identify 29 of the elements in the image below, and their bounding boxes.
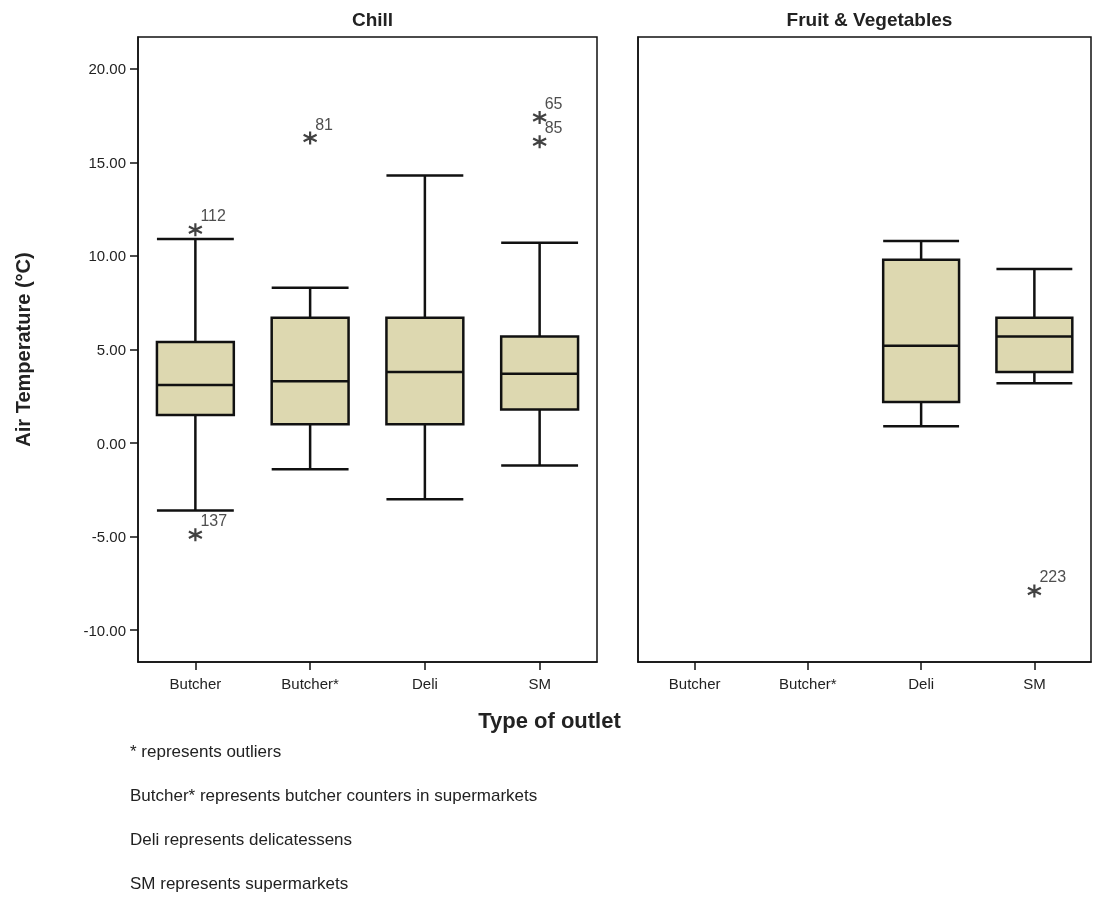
annotation: 85 bbox=[544, 119, 563, 137]
y-tick-label: 15.00 bbox=[88, 153, 126, 171]
y-tick-label: -5.00 bbox=[91, 528, 126, 546]
y-tick-label: -10.00 bbox=[83, 621, 126, 639]
text: Butcher* represents butcher counters in supermarkets bbox=[130, 786, 538, 807]
chart-title: Chill bbox=[351, 9, 394, 30]
y-tick-label: 5.00 bbox=[96, 341, 126, 358]
y-tick-label: 0.00 bbox=[96, 434, 126, 452]
annotation: 137 bbox=[200, 512, 228, 530]
x-tick-label: Deli bbox=[908, 675, 935, 692]
x-tick-label: Butcher bbox=[668, 675, 721, 692]
x-tick-label: Deli bbox=[411, 675, 438, 692]
x-tick-label: Butcher bbox=[169, 675, 222, 692]
y-axis-title: Air Temperature (°C) bbox=[12, 252, 34, 447]
text: SM represents supermarkets bbox=[130, 874, 350, 895]
x-tick-label: Butcher* bbox=[779, 675, 837, 692]
annotation: 81 bbox=[315, 115, 334, 133]
x-axis-title: Type of outlet bbox=[477, 708, 622, 734]
x-tick-label: Butcher* bbox=[281, 675, 340, 692]
annotation: 65 bbox=[544, 94, 563, 112]
y-tick-label: 10.00 bbox=[88, 247, 126, 265]
y-tick-label: 20.00 bbox=[88, 60, 126, 78]
text: Deli represents delicatessens bbox=[130, 830, 354, 851]
chart-title: Fruit & Vegetables bbox=[786, 9, 953, 30]
annotation: 223 bbox=[1039, 568, 1067, 586]
x-tick-label: SM bbox=[1023, 675, 1046, 692]
annotation: 112 bbox=[200, 207, 226, 225]
text: * represents outliers bbox=[130, 742, 283, 763]
x-tick-label: SM bbox=[528, 675, 551, 692]
